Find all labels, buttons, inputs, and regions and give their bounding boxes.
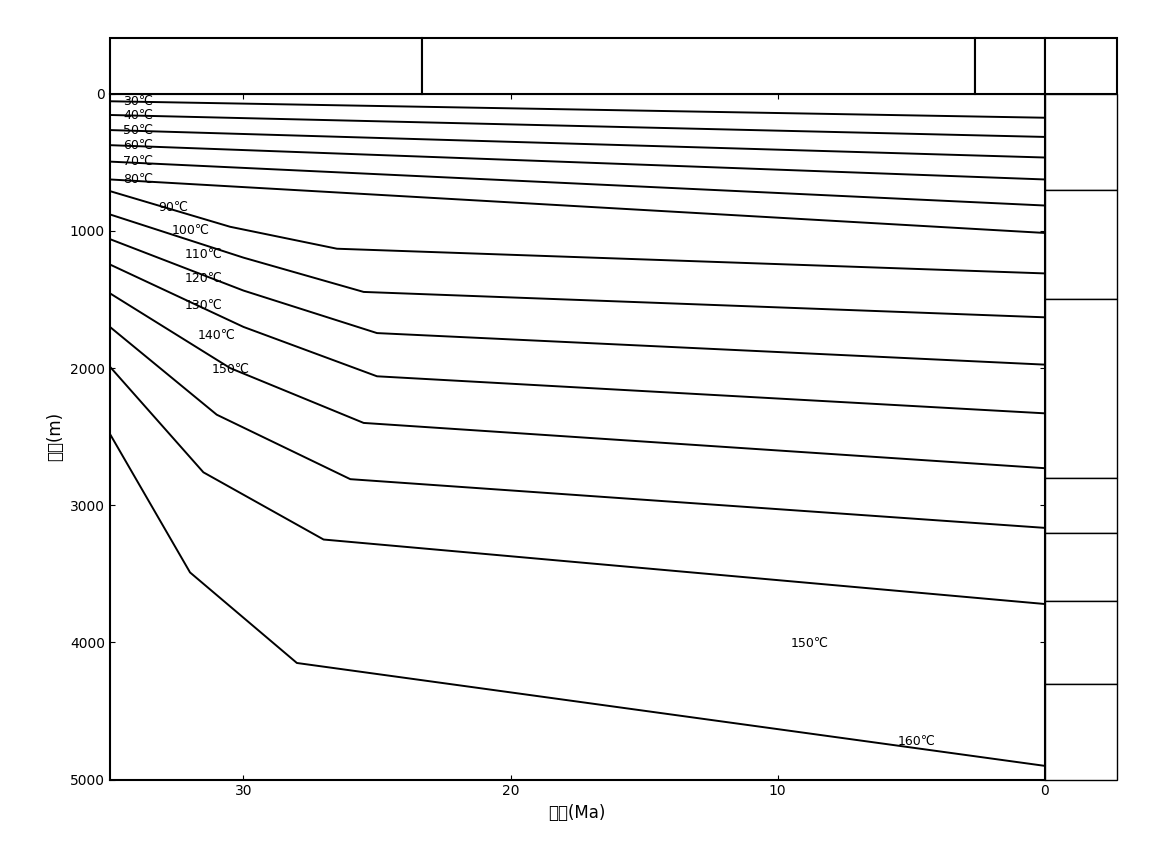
X-axis label: 时间(Ma): 时间(Ma) xyxy=(548,804,606,822)
Text: 130℃: 130℃ xyxy=(185,299,222,312)
Text: 90℃: 90℃ xyxy=(159,201,187,214)
Text: Upper M—Q: Upper M—Q xyxy=(1076,111,1085,173)
Text: Shj: Shj xyxy=(1073,727,1089,737)
Text: Lower M: Lower M xyxy=(1076,223,1085,267)
Text: 70℃: 70℃ xyxy=(124,155,153,168)
Text: 140℃: 140℃ xyxy=(198,329,236,342)
Text: G: G xyxy=(1076,383,1085,394)
Text: 40℃: 40℃ xyxy=(124,108,153,122)
Text: 第四系: 第四系 xyxy=(996,59,1024,73)
Text: 50℃: 50℃ xyxy=(124,124,153,136)
Text: 110℃: 110℃ xyxy=(185,248,222,261)
Text: 30℃: 30℃ xyxy=(124,95,153,107)
Text: 120℃: 120℃ xyxy=(185,273,222,285)
Y-axis label: 深度(m): 深度(m) xyxy=(46,412,65,461)
Text: 150℃: 150℃ xyxy=(212,363,249,376)
Text: 100℃: 100℃ xyxy=(171,224,209,238)
Text: D1: D1 xyxy=(1074,500,1088,510)
Text: D2: D2 xyxy=(1074,562,1088,572)
Text: 150℃: 150℃ xyxy=(791,637,828,650)
Text: 占近系: 占近系 xyxy=(252,59,280,73)
Text: 80℃: 80℃ xyxy=(124,173,153,186)
Text: 新近系: 新近系 xyxy=(685,59,713,73)
Text: D3: D3 xyxy=(1074,637,1088,648)
Text: 60℃: 60℃ xyxy=(124,139,153,152)
Text: 160℃: 160℃ xyxy=(898,734,936,748)
